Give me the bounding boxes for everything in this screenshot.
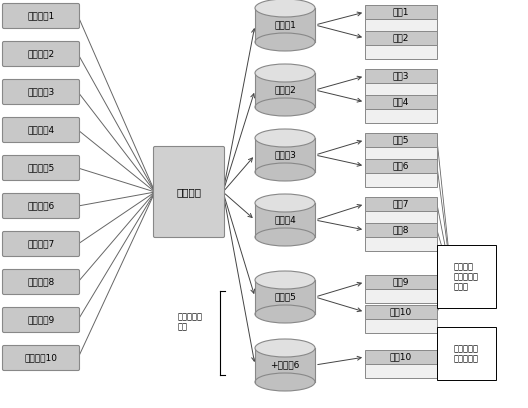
Text: 数据源1: 数据源1 [274,20,296,29]
Ellipse shape [255,0,315,17]
Text: 分表6: 分表6 [393,162,409,171]
FancyBboxPatch shape [365,211,437,225]
FancyBboxPatch shape [3,155,80,180]
Ellipse shape [255,98,315,116]
Text: 分表线程2: 分表线程2 [27,49,54,58]
FancyBboxPatch shape [365,147,437,161]
FancyBboxPatch shape [365,109,437,123]
FancyBboxPatch shape [365,364,437,378]
FancyBboxPatch shape [3,118,80,142]
FancyBboxPatch shape [3,308,80,333]
FancyBboxPatch shape [365,197,437,211]
FancyBboxPatch shape [3,193,80,219]
Ellipse shape [255,33,315,51]
Text: 数据源2: 数据源2 [274,86,296,95]
FancyBboxPatch shape [365,275,437,289]
FancyBboxPatch shape [3,4,80,29]
Text: 分表线程5: 分表线程5 [27,164,54,173]
FancyBboxPatch shape [365,83,437,97]
Text: 数据源4: 数据源4 [274,215,296,224]
Ellipse shape [255,373,315,391]
FancyBboxPatch shape [365,95,437,109]
FancyBboxPatch shape [365,305,437,319]
Polygon shape [255,8,315,42]
Text: 分表线程1: 分表线程1 [27,11,54,20]
Text: 分表3: 分表3 [393,71,409,80]
Text: 数据源5: 数据源5 [274,293,296,302]
Text: 新增加的数
据源: 新增加的数 据源 [178,312,203,331]
Polygon shape [255,203,315,237]
FancyBboxPatch shape [154,146,224,237]
Text: 分表4: 分表4 [393,98,409,106]
FancyBboxPatch shape [365,350,437,364]
Text: 分表线程8: 分表线程8 [27,277,54,286]
Text: +数据源6: +数据源6 [270,361,300,370]
Text: 只读事件
表，不再写
入事件: 只读事件 表，不再写 入事件 [454,262,479,292]
Text: 分表2: 分表2 [393,33,409,42]
Polygon shape [255,73,315,107]
Text: 分表7: 分表7 [393,200,409,208]
Text: 分表线程10: 分表线程10 [24,353,58,362]
FancyBboxPatch shape [3,80,80,104]
Polygon shape [255,280,315,314]
FancyBboxPatch shape [3,231,80,257]
Text: 分表1: 分表1 [393,7,409,16]
Text: 数据源3: 数据源3 [274,151,296,160]
Ellipse shape [255,339,315,357]
FancyBboxPatch shape [365,5,437,19]
Ellipse shape [255,129,315,147]
Text: 分表10: 分表10 [390,308,412,317]
FancyBboxPatch shape [365,319,437,333]
FancyBboxPatch shape [365,19,437,33]
Ellipse shape [255,194,315,212]
Text: 分表线程7: 分表线程7 [27,239,54,248]
FancyBboxPatch shape [3,346,80,370]
Ellipse shape [255,228,315,246]
Text: 分表9: 分表9 [393,277,409,286]
Ellipse shape [255,271,315,289]
Text: 请求连接: 请求连接 [176,187,202,197]
FancyBboxPatch shape [365,159,437,173]
FancyBboxPatch shape [3,270,80,295]
FancyBboxPatch shape [365,45,437,59]
FancyBboxPatch shape [3,42,80,67]
Ellipse shape [255,305,315,323]
Text: 分表线程3: 分表线程3 [27,87,54,97]
Text: 分表线程9: 分表线程9 [27,315,54,324]
Text: 分表线程6: 分表线程6 [27,202,54,211]
Polygon shape [255,348,315,382]
Ellipse shape [255,163,315,181]
Text: 分表10: 分表10 [390,353,412,361]
FancyBboxPatch shape [365,237,437,251]
Polygon shape [255,138,315,172]
FancyBboxPatch shape [365,69,437,83]
FancyBboxPatch shape [365,133,437,147]
Text: 分表8: 分表8 [393,226,409,235]
Text: 新事件表，
读写都可以: 新事件表， 读写都可以 [454,344,479,364]
FancyBboxPatch shape [365,289,437,303]
Ellipse shape [255,64,315,82]
FancyBboxPatch shape [365,223,437,237]
Text: 分表5: 分表5 [393,135,409,144]
FancyBboxPatch shape [365,31,437,45]
FancyBboxPatch shape [365,173,437,187]
Text: 分表线程4: 分表线程4 [27,126,54,135]
